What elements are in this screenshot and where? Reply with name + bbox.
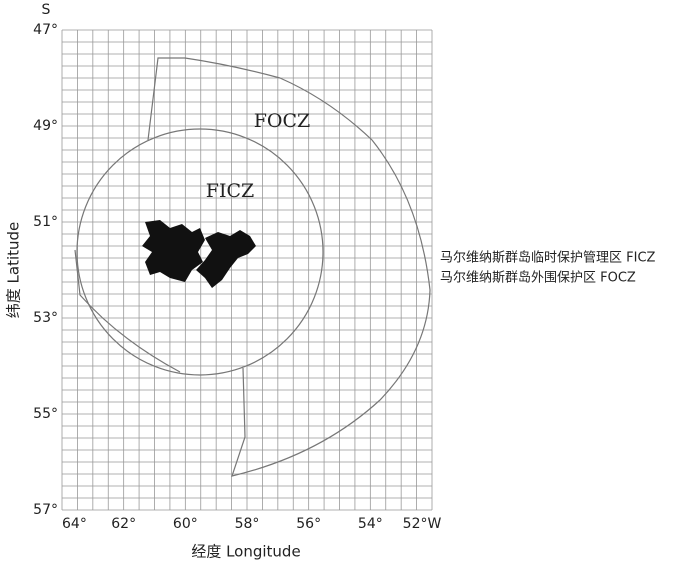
ficz-boundary [76, 128, 324, 376]
grid [61, 29, 433, 511]
islands [142, 220, 256, 288]
y-axis-title: 纬度 Latitude [5, 222, 23, 319]
x-tick-label: 56° [296, 516, 321, 532]
zone-label: FOCZ [254, 110, 311, 132]
y-tick-label: 51° [33, 214, 58, 230]
focz-boundary [74, 57, 431, 477]
legend-entry: 马尔维纳斯群岛临时保护管理区 FICZ [440, 250, 656, 266]
y-tick-label: 57° [33, 502, 58, 518]
zone-label: FICZ [206, 180, 254, 202]
ticks: 47° 49° 51° 53° 55° 57°64° 62° 60° 58° 56° 54° 52°W [33, 22, 441, 532]
y-tick-label: 47° [33, 22, 58, 38]
x-axis-title: 经度 Longitude [191, 543, 300, 561]
y-tick-label: 49° [33, 118, 58, 134]
x-tick-label: 58° [235, 516, 260, 532]
x-tick-label: 62° [111, 516, 136, 532]
y-tick-label: 55° [33, 406, 58, 422]
legend-entry: 马尔维纳斯群岛外围保护区 FOCZ [440, 270, 636, 286]
hemisphere-label: S [42, 2, 51, 18]
x-tick-label: 64° [62, 516, 87, 532]
x-tick-label: 60° [173, 516, 198, 532]
x-tick-label: 52°W [403, 516, 442, 532]
x-tick-label: 54° [358, 516, 383, 532]
y-tick-label: 53° [33, 310, 58, 326]
